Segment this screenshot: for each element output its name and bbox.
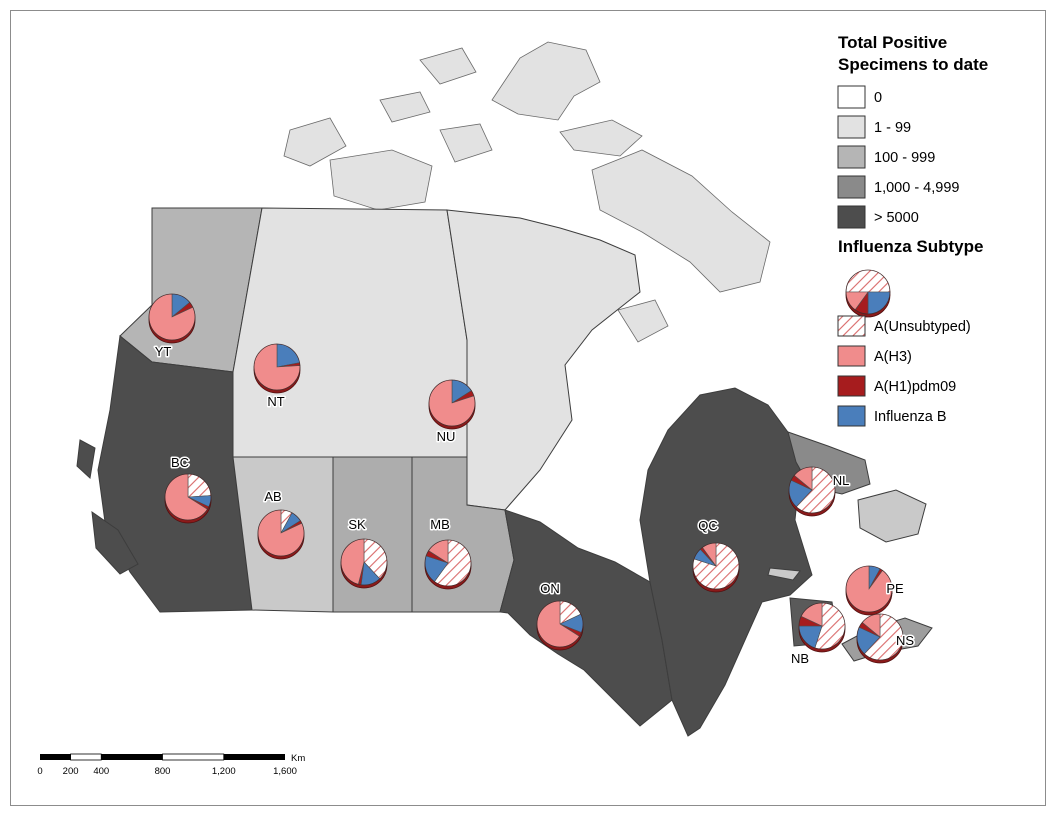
region-label-pe: PE bbox=[886, 581, 904, 596]
region-nt bbox=[232, 207, 468, 458]
legend-swatch-class-3 bbox=[837, 175, 866, 199]
legend-swatch-class-1 bbox=[837, 115, 866, 139]
scalebar-tick-0: 0 bbox=[37, 766, 42, 777]
legend-label-a-h3: A(H3) bbox=[874, 349, 912, 365]
subtype-legend-example-pie bbox=[845, 269, 891, 318]
region-nl-island bbox=[857, 489, 927, 543]
scalebar: 0 200 400 800 1,200 1,600 Km bbox=[37, 753, 305, 777]
specimens-legend-title-line1: Total Positive bbox=[838, 33, 947, 52]
region-label-bc: BC bbox=[171, 455, 189, 470]
region-label-qc: QC bbox=[698, 518, 718, 533]
scalebar-tick-1: 200 bbox=[63, 766, 79, 777]
island-ellesmere bbox=[491, 41, 601, 121]
scalebar-tick-5: 1,600 bbox=[273, 766, 297, 777]
pie-pe bbox=[845, 565, 893, 616]
island-baffin bbox=[591, 149, 771, 293]
pie-yt bbox=[148, 293, 196, 344]
scalebar-seg-5 bbox=[223, 754, 285, 760]
specimens-legend-title-line2: Specimens to date bbox=[838, 55, 988, 74]
region-labels: YT NT NU BC AB SK MB ON QC NL PE NB NS bbox=[153, 343, 916, 668]
region-bc-haida-gwaii bbox=[76, 439, 96, 479]
pie-on bbox=[536, 600, 584, 651]
region-pies bbox=[148, 293, 904, 664]
legend-swatch-a-unsubtyped bbox=[837, 315, 866, 337]
region-label-nt: NT bbox=[267, 394, 284, 409]
region-label-nu: NU bbox=[437, 429, 456, 444]
region-label-yt: YT bbox=[155, 344, 172, 359]
pie-nb bbox=[798, 602, 846, 653]
subtype-legend: Influenza Subtype A(Unsubtyped) A(H3) A(… bbox=[837, 237, 983, 427]
island-north-1 bbox=[419, 47, 477, 85]
scalebar-tick-4: 1,200 bbox=[212, 766, 236, 777]
legend-label-a-h1pdm09: A(H1)pdm09 bbox=[874, 379, 956, 395]
island-north-2 bbox=[379, 91, 431, 123]
legend-label-a-unsubtyped: A(Unsubtyped) bbox=[874, 319, 971, 335]
region-sk bbox=[332, 456, 413, 613]
scalebar-seg-4 bbox=[162, 753, 225, 761]
legend-swatch-class-2 bbox=[837, 145, 866, 169]
legend-swatch-a-h1pdm09 bbox=[837, 375, 866, 397]
scalebar-seg-2 bbox=[70, 753, 102, 761]
region-label-nb: NB bbox=[791, 651, 809, 666]
pie-ab bbox=[257, 509, 305, 560]
scalebar-seg-3 bbox=[101, 754, 163, 760]
arctic-islands bbox=[283, 41, 771, 343]
legend-label-influenza-b: Influenza B bbox=[874, 409, 947, 425]
pie-nl bbox=[788, 466, 836, 517]
region-label-sk: SK bbox=[348, 517, 366, 532]
pie-nu bbox=[428, 379, 476, 430]
legend-label-class-4: > 5000 bbox=[874, 210, 919, 226]
region-label-ab: AB bbox=[264, 489, 281, 504]
region-bc-vancouver-island bbox=[91, 510, 139, 575]
pie-mb bbox=[424, 539, 472, 590]
specimens-legend: Total Positive Specimens to date 0 1 - 9… bbox=[837, 33, 988, 229]
provinces bbox=[76, 207, 933, 737]
region-anticosti-island bbox=[767, 567, 801, 581]
legend-label-class-1: 1 - 99 bbox=[874, 120, 911, 136]
region-label-mb: MB bbox=[430, 517, 450, 532]
pie-bc bbox=[164, 473, 212, 524]
island-banks bbox=[283, 117, 347, 167]
region-label-on: ON bbox=[540, 581, 560, 596]
pie-qc bbox=[692, 542, 740, 593]
pie-nt bbox=[253, 343, 301, 394]
island-prince-of-wales bbox=[439, 123, 493, 163]
scalebar-seg-1 bbox=[40, 754, 71, 760]
region-on bbox=[499, 509, 673, 727]
legend-label-class-2: 100 - 999 bbox=[874, 150, 935, 166]
island-victoria bbox=[329, 149, 433, 211]
legend-label-class-3: 1,000 - 4,999 bbox=[874, 180, 959, 196]
scalebar-tick-3: 800 bbox=[155, 766, 171, 777]
island-southampton bbox=[617, 299, 669, 343]
subtype-legend-title: Influenza Subtype bbox=[838, 237, 983, 256]
scalebar-tick-2: 400 bbox=[93, 766, 109, 777]
region-label-nl: NL bbox=[833, 473, 850, 488]
legend-swatch-class-0 bbox=[837, 85, 866, 109]
legend-label-class-0: 0 bbox=[874, 90, 882, 106]
island-devon bbox=[559, 119, 643, 157]
scalebar-unit: Km bbox=[291, 753, 305, 764]
legend-swatch-a-h3 bbox=[837, 345, 866, 367]
pie-ns bbox=[856, 613, 904, 664]
region-label-ns: NS bbox=[896, 633, 914, 648]
legend-swatch-influenza-b bbox=[837, 405, 866, 427]
pie-sk bbox=[340, 538, 388, 589]
region-bc bbox=[97, 335, 253, 613]
legend-swatch-class-4 bbox=[837, 205, 866, 229]
